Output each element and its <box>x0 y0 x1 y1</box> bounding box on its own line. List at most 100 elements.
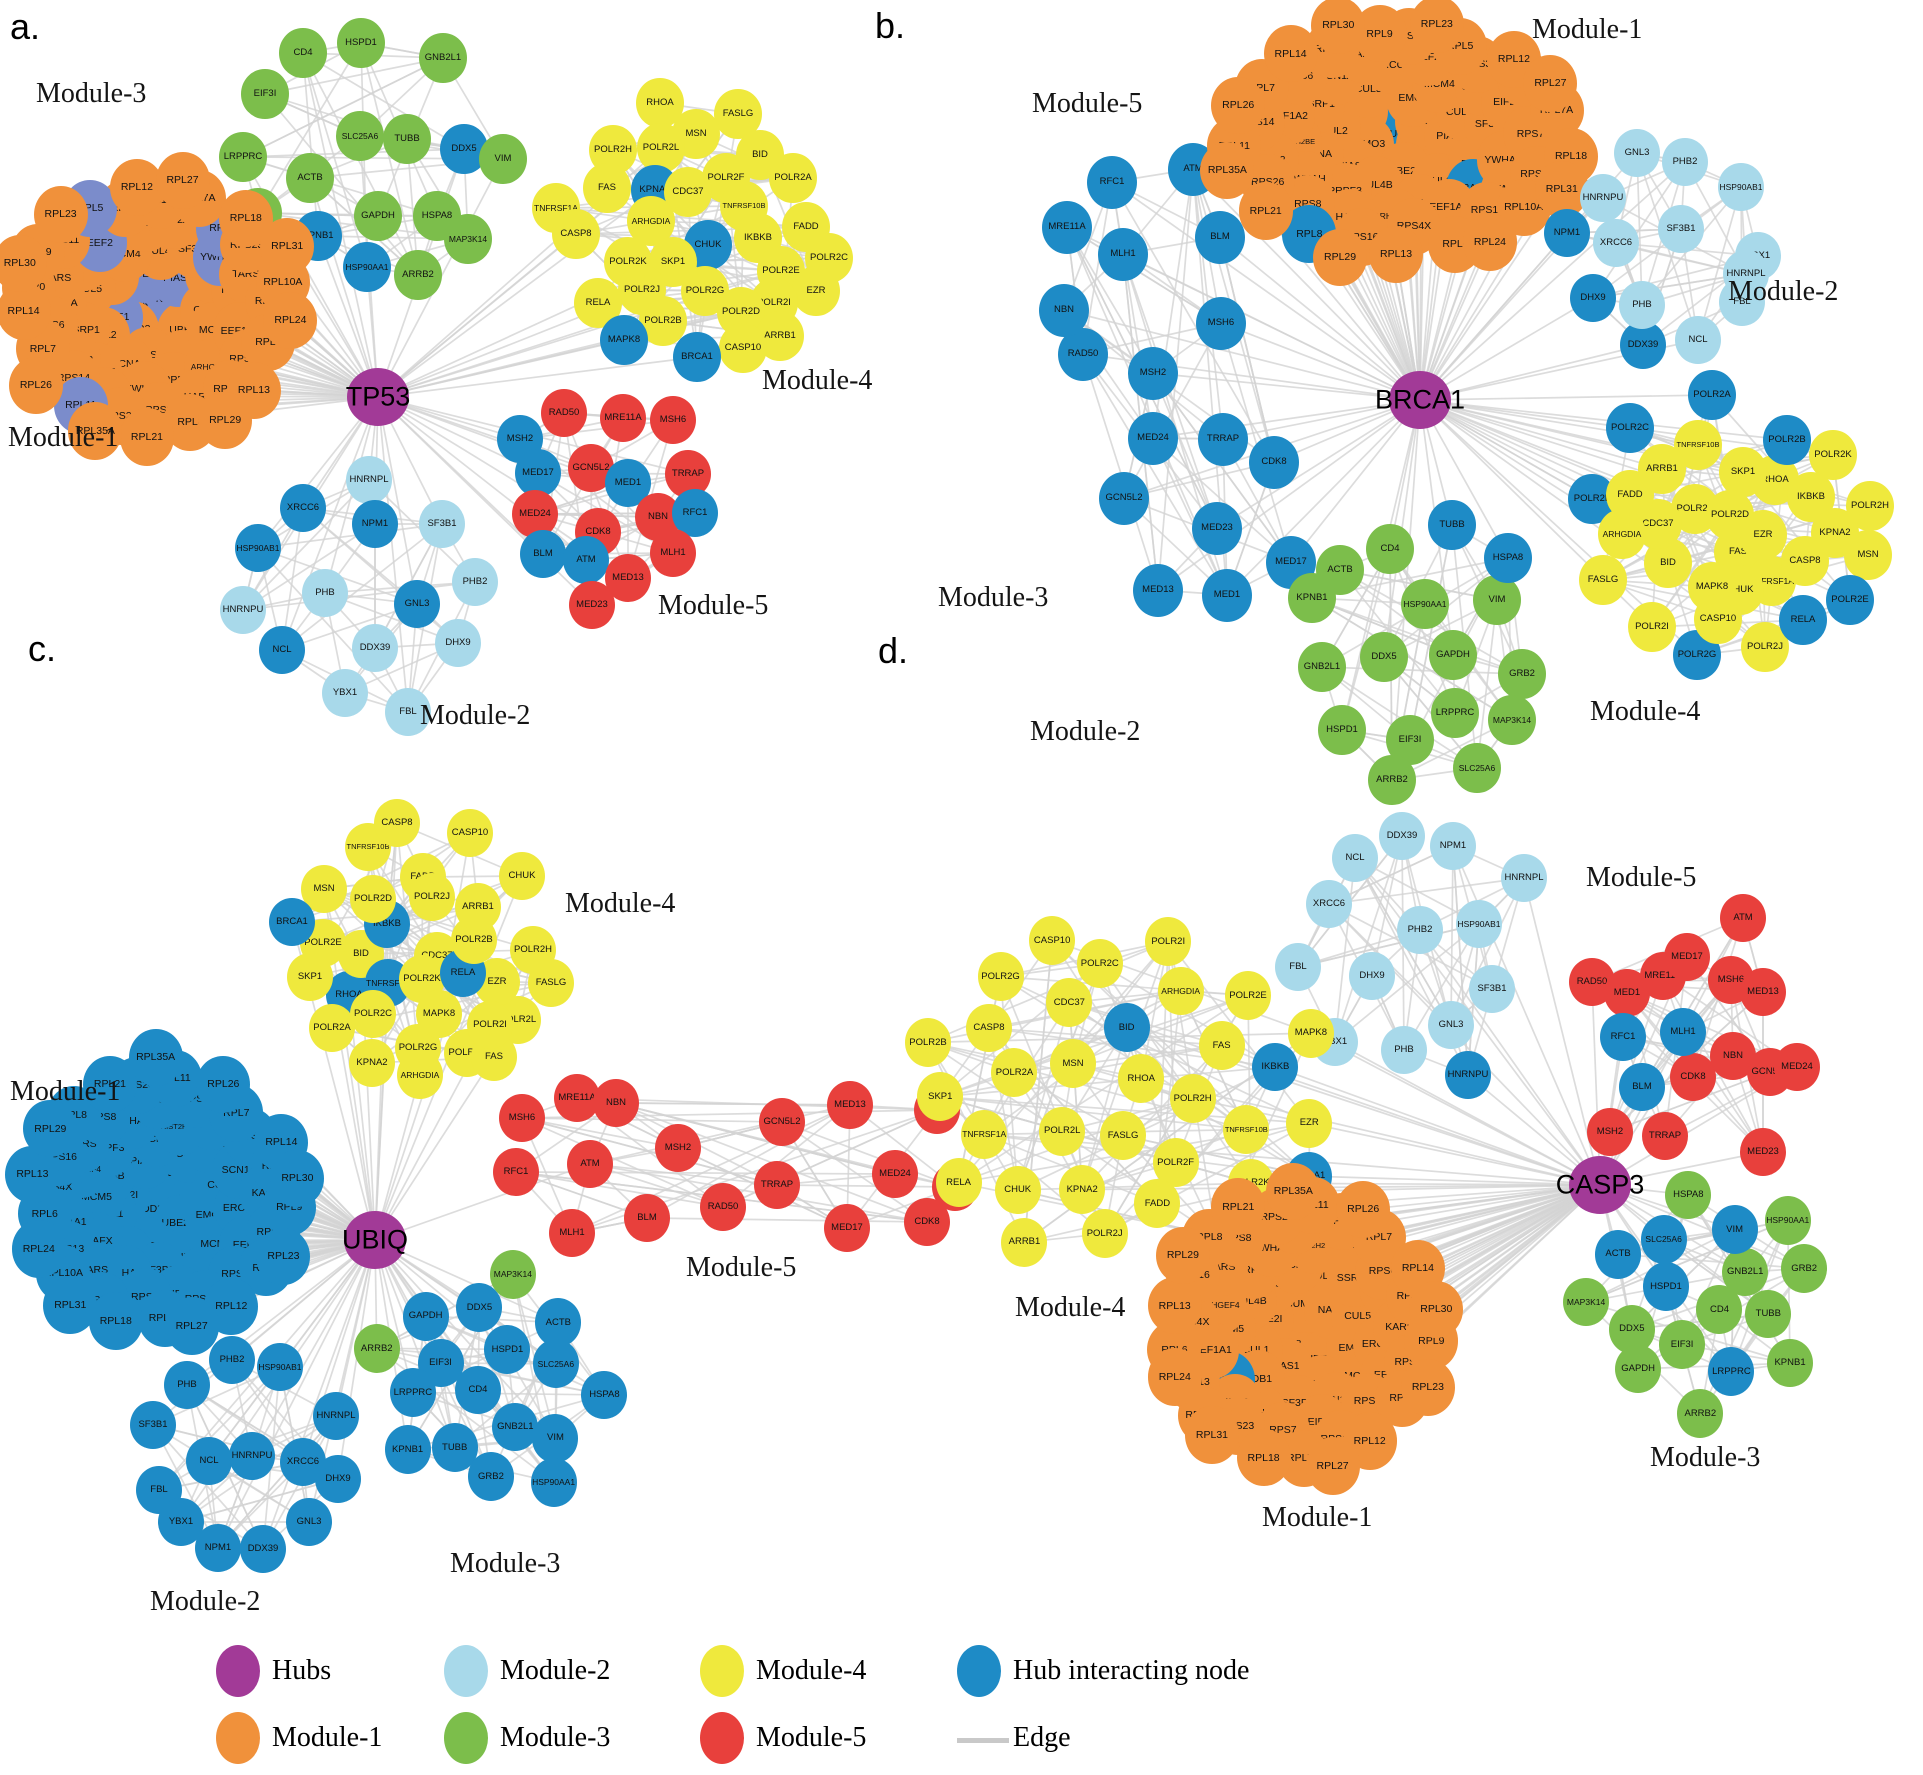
node-rpl29[interactable]: RPL29 <box>1155 1226 1210 1285</box>
node-grb2[interactable]: GRB2 <box>1781 1244 1828 1293</box>
node-ncl[interactable]: NCL <box>186 1436 232 1486</box>
node-trrap[interactable]: TRRAP <box>754 1160 800 1210</box>
node-brca1[interactable]: BRCA1 <box>673 331 721 383</box>
node-rfc1[interactable]: RFC1 <box>493 1147 539 1197</box>
node-polr2b[interactable]: POLR2B <box>1763 414 1811 466</box>
node-phb[interactable]: PHB <box>1619 280 1665 330</box>
node-gcn5l2[interactable]: GCN5L2 <box>1099 471 1149 525</box>
node-hsp90aa1[interactable]: HSP90AA1 <box>530 1457 577 1507</box>
node-hsp90ab1[interactable]: HSP90AB1 <box>1718 162 1764 212</box>
node-rpl29[interactable]: RPL29 <box>198 391 253 449</box>
node-phb[interactable]: PHB <box>164 1360 210 1410</box>
node-polr2a[interactable]: POLR2A <box>769 152 817 204</box>
node-ddx5[interactable]: DDX5 <box>1360 631 1408 683</box>
node-polr2g[interactable]: POLR2G <box>681 265 729 317</box>
node-hspd1[interactable]: HSPD1 <box>337 17 385 69</box>
node-rpl31[interactable]: RPL31 <box>260 217 315 276</box>
node-hspd1[interactable]: HSPD1 <box>1642 1262 1689 1312</box>
node-cdk8[interactable]: CDK8 <box>1249 435 1299 489</box>
node-rpl13[interactable]: RPL13 <box>1369 225 1424 284</box>
node-casp8[interactable]: CASP8 <box>1781 535 1829 587</box>
node-rpl29[interactable]: RPL29 <box>23 1100 78 1158</box>
node-fadd[interactable]: FADD <box>1134 1179 1181 1228</box>
node-msh2[interactable]: MSH2 <box>1128 346 1178 400</box>
hub-ubiq[interactable] <box>344 1211 406 1269</box>
node-xrcc6[interactable]: XRCC6 <box>1593 218 1639 268</box>
node-atm[interactable]: ATM <box>563 535 609 585</box>
node-slc25a6[interactable]: SLC25A6 <box>1640 1215 1687 1264</box>
node-blm[interactable]: BLM <box>1619 1062 1665 1112</box>
node-rpl23[interactable]: RPL23 <box>1409 0 1464 54</box>
node-actb[interactable]: ACTB <box>286 152 334 204</box>
node-atm[interactable]: ATM <box>567 1139 613 1189</box>
node-trrap[interactable]: TRRAP <box>1642 1111 1688 1161</box>
node-rfc1[interactable]: RFC1 <box>1600 1012 1646 1062</box>
node-polr2h[interactable]: POLR2H <box>510 925 556 975</box>
node-faslg[interactable]: FASLG <box>1579 554 1627 606</box>
node-gnb2l1[interactable]: GNB2L1 <box>1298 641 1346 693</box>
node-polr2k[interactable]: POLR2K <box>1809 429 1857 481</box>
node-lrpprc[interactable]: LRPPRC <box>1431 687 1479 739</box>
node-med23[interactable]: MED23 <box>1192 501 1242 555</box>
node-ikbkb[interactable]: IKBKB <box>1787 471 1835 523</box>
node-gapdh[interactable]: GAPDH <box>1429 629 1477 681</box>
node-vim[interactable]: VIM <box>532 1413 579 1463</box>
node-mlh1[interactable]: MLH1 <box>650 528 696 578</box>
node-cd4[interactable]: CD4 <box>279 27 327 79</box>
node-hnrnpu[interactable]: HNRNPU <box>1580 173 1626 223</box>
node-med17[interactable]: MED17 <box>515 448 561 498</box>
node-polr2c[interactable]: POLR2C <box>1606 402 1654 454</box>
node-nbn[interactable]: NBN <box>593 1078 639 1128</box>
node-eif3i[interactable]: EIF3I <box>241 68 289 120</box>
node-mapk8[interactable]: MAPK8 <box>1287 1008 1334 1058</box>
node-gnb2l1[interactable]: GNB2L1 <box>1722 1247 1769 1297</box>
node-dhx9[interactable]: DHX9 <box>435 618 481 668</box>
node-xrcc6[interactable]: XRCC6 <box>280 1437 326 1487</box>
node-nbn[interactable]: NBN <box>1710 1031 1756 1081</box>
node-rpl30[interactable]: RPL30 <box>0 234 47 293</box>
node-polr2j[interactable]: POLR2J <box>409 872 455 922</box>
node-rpl35a[interactable]: RPL35A <box>68 402 123 460</box>
node-hnrnpu[interactable]: HNRNPU <box>229 1431 275 1481</box>
node-nbn[interactable]: NBN <box>1039 283 1089 337</box>
node-polr2h[interactable]: POLR2H <box>1169 1074 1216 1124</box>
node-med17[interactable]: MED17 <box>1664 932 1710 982</box>
node-rpl26[interactable]: RPL26 <box>8 356 63 414</box>
node-ncl[interactable]: NCL <box>1675 315 1721 365</box>
node-fbl[interactable]: FBL <box>1275 942 1321 992</box>
node-rpl21[interactable]: RPL21 <box>1238 182 1293 240</box>
node-rpl24[interactable]: RPL24 <box>1147 1348 1202 1406</box>
node-ddx39[interactable]: DDX39 <box>1379 811 1425 861</box>
node-ddx39[interactable]: DDX39 <box>240 1524 286 1574</box>
node-blm[interactable]: BLM <box>520 529 566 579</box>
node-rpl14[interactable]: RPL14 <box>0 282 51 341</box>
node-vim[interactable]: VIM <box>1473 574 1521 626</box>
node-rpl35a[interactable]: RPL35A <box>1266 1162 1321 1221</box>
node-polr2i[interactable]: POLR2I <box>1628 601 1676 653</box>
node-polr2a[interactable]: POLR2A <box>991 1048 1038 1098</box>
node-polr2e[interactable]: POLR2E <box>1225 971 1272 1020</box>
node-rpl29[interactable]: RPL29 <box>1313 228 1368 287</box>
node-msh6[interactable]: MSH6 <box>650 395 696 445</box>
node-rela[interactable]: RELA <box>1779 594 1827 646</box>
node-blm[interactable]: BLM <box>1195 210 1245 264</box>
node-chuk[interactable]: CHUK <box>499 851 545 901</box>
node-lrpprc[interactable]: LRPPRC <box>1708 1347 1755 1396</box>
node-skp1[interactable]: SKP1 <box>1719 446 1767 498</box>
node-polr2b[interactable]: POLR2B <box>905 1017 952 1067</box>
node-hnrnpl[interactable]: HNRNPL <box>346 455 392 505</box>
node-med17[interactable]: MED17 <box>824 1203 870 1253</box>
node-hsp90aa1[interactable]: HSP90AA1 <box>1764 1196 1811 1245</box>
node-casp10[interactable]: CASP10 <box>1694 593 1742 645</box>
node-grb2[interactable]: GRB2 <box>467 1452 514 1501</box>
node-rad50[interactable]: RAD50 <box>1058 327 1108 381</box>
node-ybx1[interactable]: YBX1 <box>158 1497 204 1547</box>
node-hsp90ab1[interactable]: HSP90AB1 <box>1456 899 1502 949</box>
node-tnfrsf1a[interactable]: TNFRSF1A <box>961 1110 1008 1159</box>
node-faslg[interactable]: FASLG <box>714 88 762 140</box>
node-polr2e[interactable]: POLR2E <box>1826 574 1874 626</box>
node-slc25a6[interactable]: SLC25A6 <box>1453 742 1501 794</box>
node-kpnb1[interactable]: KPNB1 <box>1288 572 1336 624</box>
node-dhx9[interactable]: DHX9 <box>1570 273 1616 323</box>
node-rad50[interactable]: RAD50 <box>541 388 587 438</box>
